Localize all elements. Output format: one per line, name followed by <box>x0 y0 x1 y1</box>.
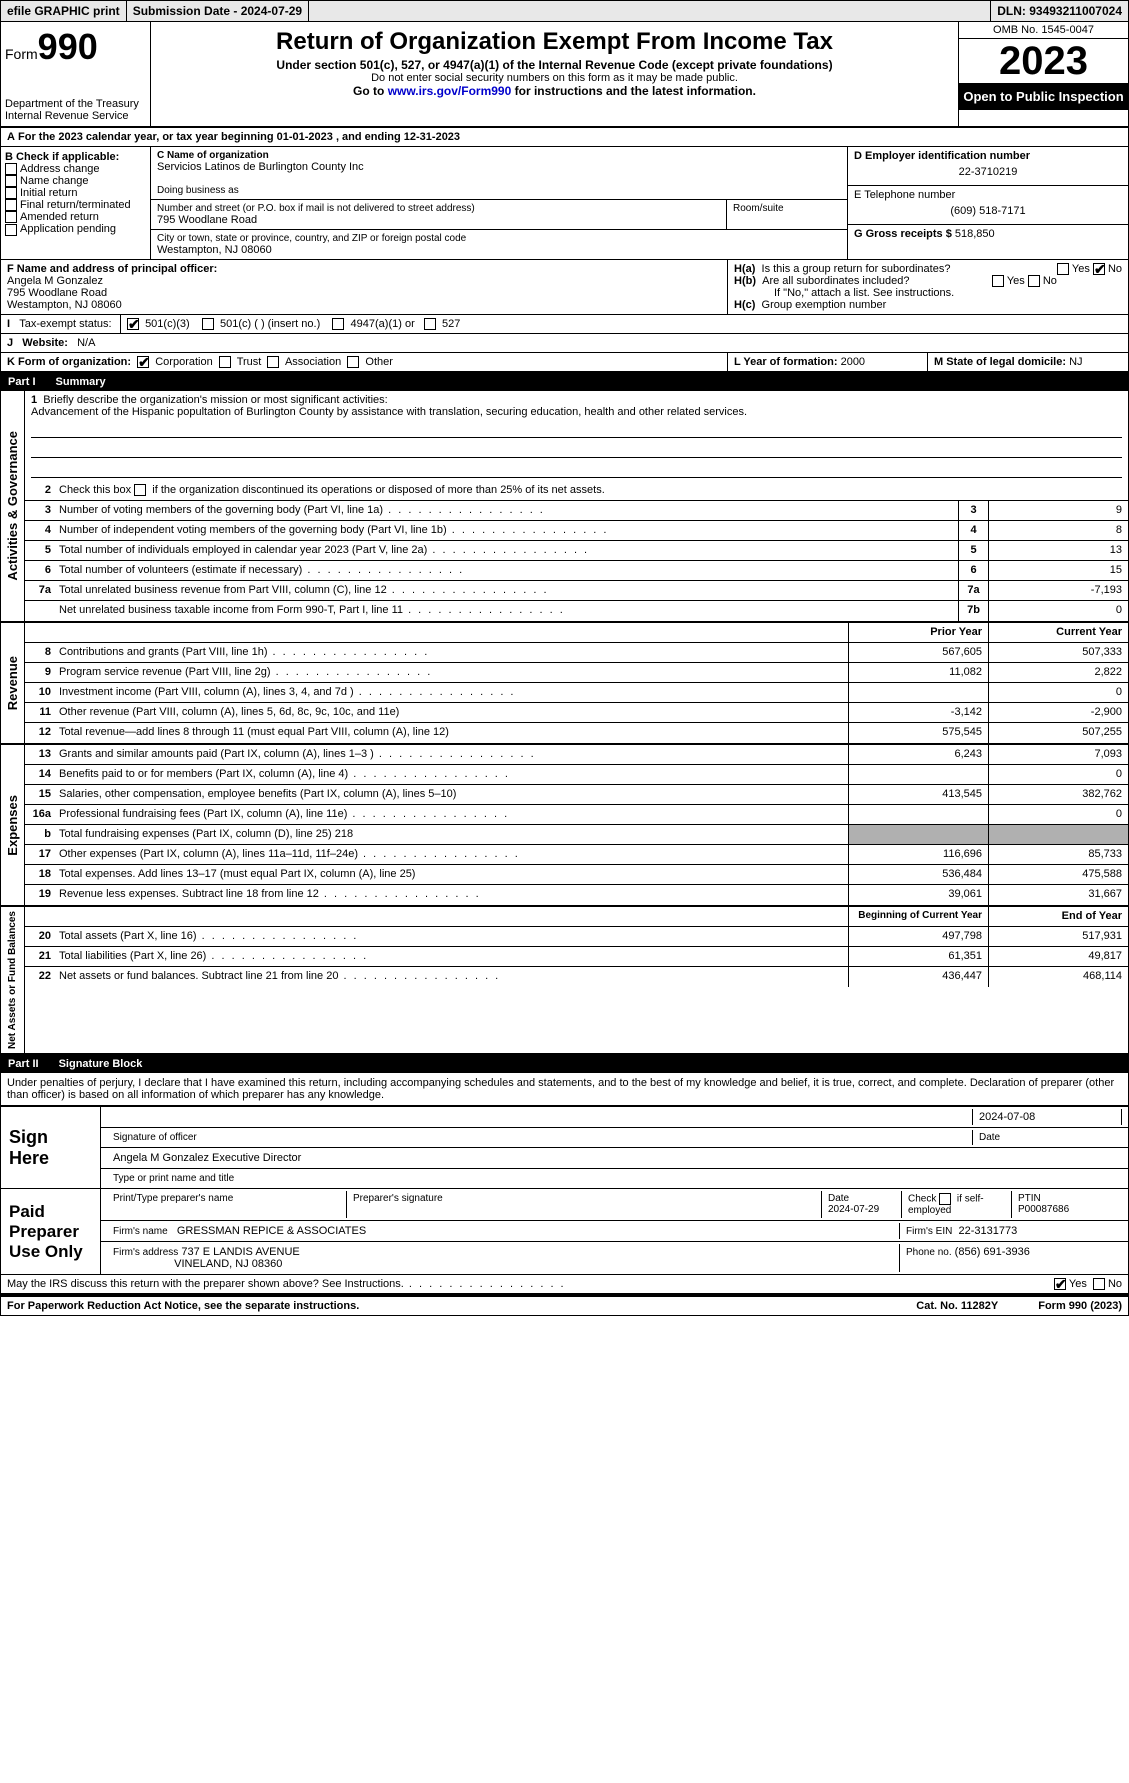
irs-link[interactable]: www.irs.gov/Form990 <box>388 84 512 98</box>
chk-initial-return[interactable] <box>5 187 17 199</box>
topbar: efile GRAPHIC print Submission Date - 20… <box>0 0 1129 22</box>
org-city: Westampton, NJ 08060 <box>157 244 841 256</box>
chk-corp[interactable] <box>137 356 149 368</box>
open-inspect: Open to Public Inspection <box>959 83 1128 110</box>
chk-pending[interactable] <box>5 224 17 236</box>
phone: (609) 518-7171 <box>854 201 1122 221</box>
form-header: Form990 Department of the Treasury Inter… <box>0 22 1129 128</box>
chk-other[interactable] <box>347 356 359 368</box>
dept-label: Department of the Treasury Internal Reve… <box>5 98 146 122</box>
chk-501c[interactable] <box>202 318 214 330</box>
dln: DLN: 93493211007024 <box>990 1 1128 21</box>
col-c: C Name of organization Servicios Latinos… <box>151 147 848 259</box>
section-governance: Activities & Governance 1 Briefly descri… <box>0 391 1129 623</box>
footer: For Paperwork Reduction Act Notice, see … <box>0 1295 1129 1316</box>
form-sub2: Do not enter social security numbers on … <box>159 72 950 84</box>
chk-hb-yes[interactable] <box>992 275 1004 287</box>
section-expenses: Expenses 13Grants and similar amounts pa… <box>0 745 1129 907</box>
part2-header: Part II Signature Block <box>0 1055 1129 1073</box>
chk-address-change[interactable] <box>5 163 17 175</box>
ij-block: I Tax-exempt status: 501(c)(3) 501(c) ( … <box>0 315 1129 334</box>
part1-header: Part I Summary <box>0 373 1129 391</box>
col-b: B Check if applicable: Address change Na… <box>1 147 151 259</box>
line-a: A For the 2023 calendar year, or tax yea… <box>0 128 1129 147</box>
org-address: 795 Woodlane Road <box>157 214 720 226</box>
section-netassets: Net Assets or Fund Balances Beginning of… <box>0 907 1129 1055</box>
fh-block: F Name and address of principal officer:… <box>0 260 1129 315</box>
form-title: Return of Organization Exempt From Incom… <box>159 28 950 56</box>
chk-selfemp[interactable] <box>939 1193 951 1205</box>
section-revenue: Revenue Prior YearCurrent Year 8Contribu… <box>0 623 1129 745</box>
chk-501c3[interactable] <box>127 318 139 330</box>
form-sub1: Under section 501(c), 527, or 4947(a)(1)… <box>159 58 950 72</box>
chk-ha-yes[interactable] <box>1057 263 1069 275</box>
org-name: Servicios Latinos de Burlington County I… <box>157 161 841 173</box>
chk-discuss-yes[interactable] <box>1054 1278 1066 1290</box>
efile-label: efile GRAPHIC print <box>1 1 127 21</box>
perjury-text: Under penalties of perjury, I declare th… <box>0 1073 1129 1105</box>
chk-name-change[interactable] <box>5 175 17 187</box>
chk-amended[interactable] <box>5 211 17 223</box>
chk-trust[interactable] <box>219 356 231 368</box>
mission-text: Advancement of the Hispanic popultation … <box>31 406 747 418</box>
col-d: D Employer identification number 22-3710… <box>848 147 1128 259</box>
info-block: B Check if applicable: Address change Na… <box>0 147 1129 260</box>
sign-block: Sign Here 2024-07-08 Signature of office… <box>0 1105 1129 1275</box>
chk-4947[interactable] <box>332 318 344 330</box>
chk-hb-no[interactable] <box>1028 275 1040 287</box>
omb: OMB No. 1545-0047 <box>959 22 1128 39</box>
form-label: Form990 <box>5 26 146 68</box>
chk-assoc[interactable] <box>267 356 279 368</box>
j-block: J Website: N/A <box>0 334 1129 353</box>
form-sub3: Go to www.irs.gov/Form990 for instructio… <box>159 84 950 98</box>
tax-year: 2023 <box>959 39 1128 83</box>
chk-discontinued[interactable] <box>134 484 146 496</box>
gross-receipts: 518,850 <box>955 228 995 240</box>
submission-date: Submission Date - 2024-07-29 <box>127 1 309 21</box>
klm-block: K Form of organization: Corporation Trus… <box>0 353 1129 373</box>
chk-527[interactable] <box>424 318 436 330</box>
discuss-line: May the IRS discuss this return with the… <box>0 1275 1129 1295</box>
chk-discuss-no[interactable] <box>1093 1278 1105 1290</box>
chk-final-return[interactable] <box>5 199 17 211</box>
ein: 22-3710219 <box>854 162 1122 182</box>
chk-ha-no[interactable] <box>1093 263 1105 275</box>
